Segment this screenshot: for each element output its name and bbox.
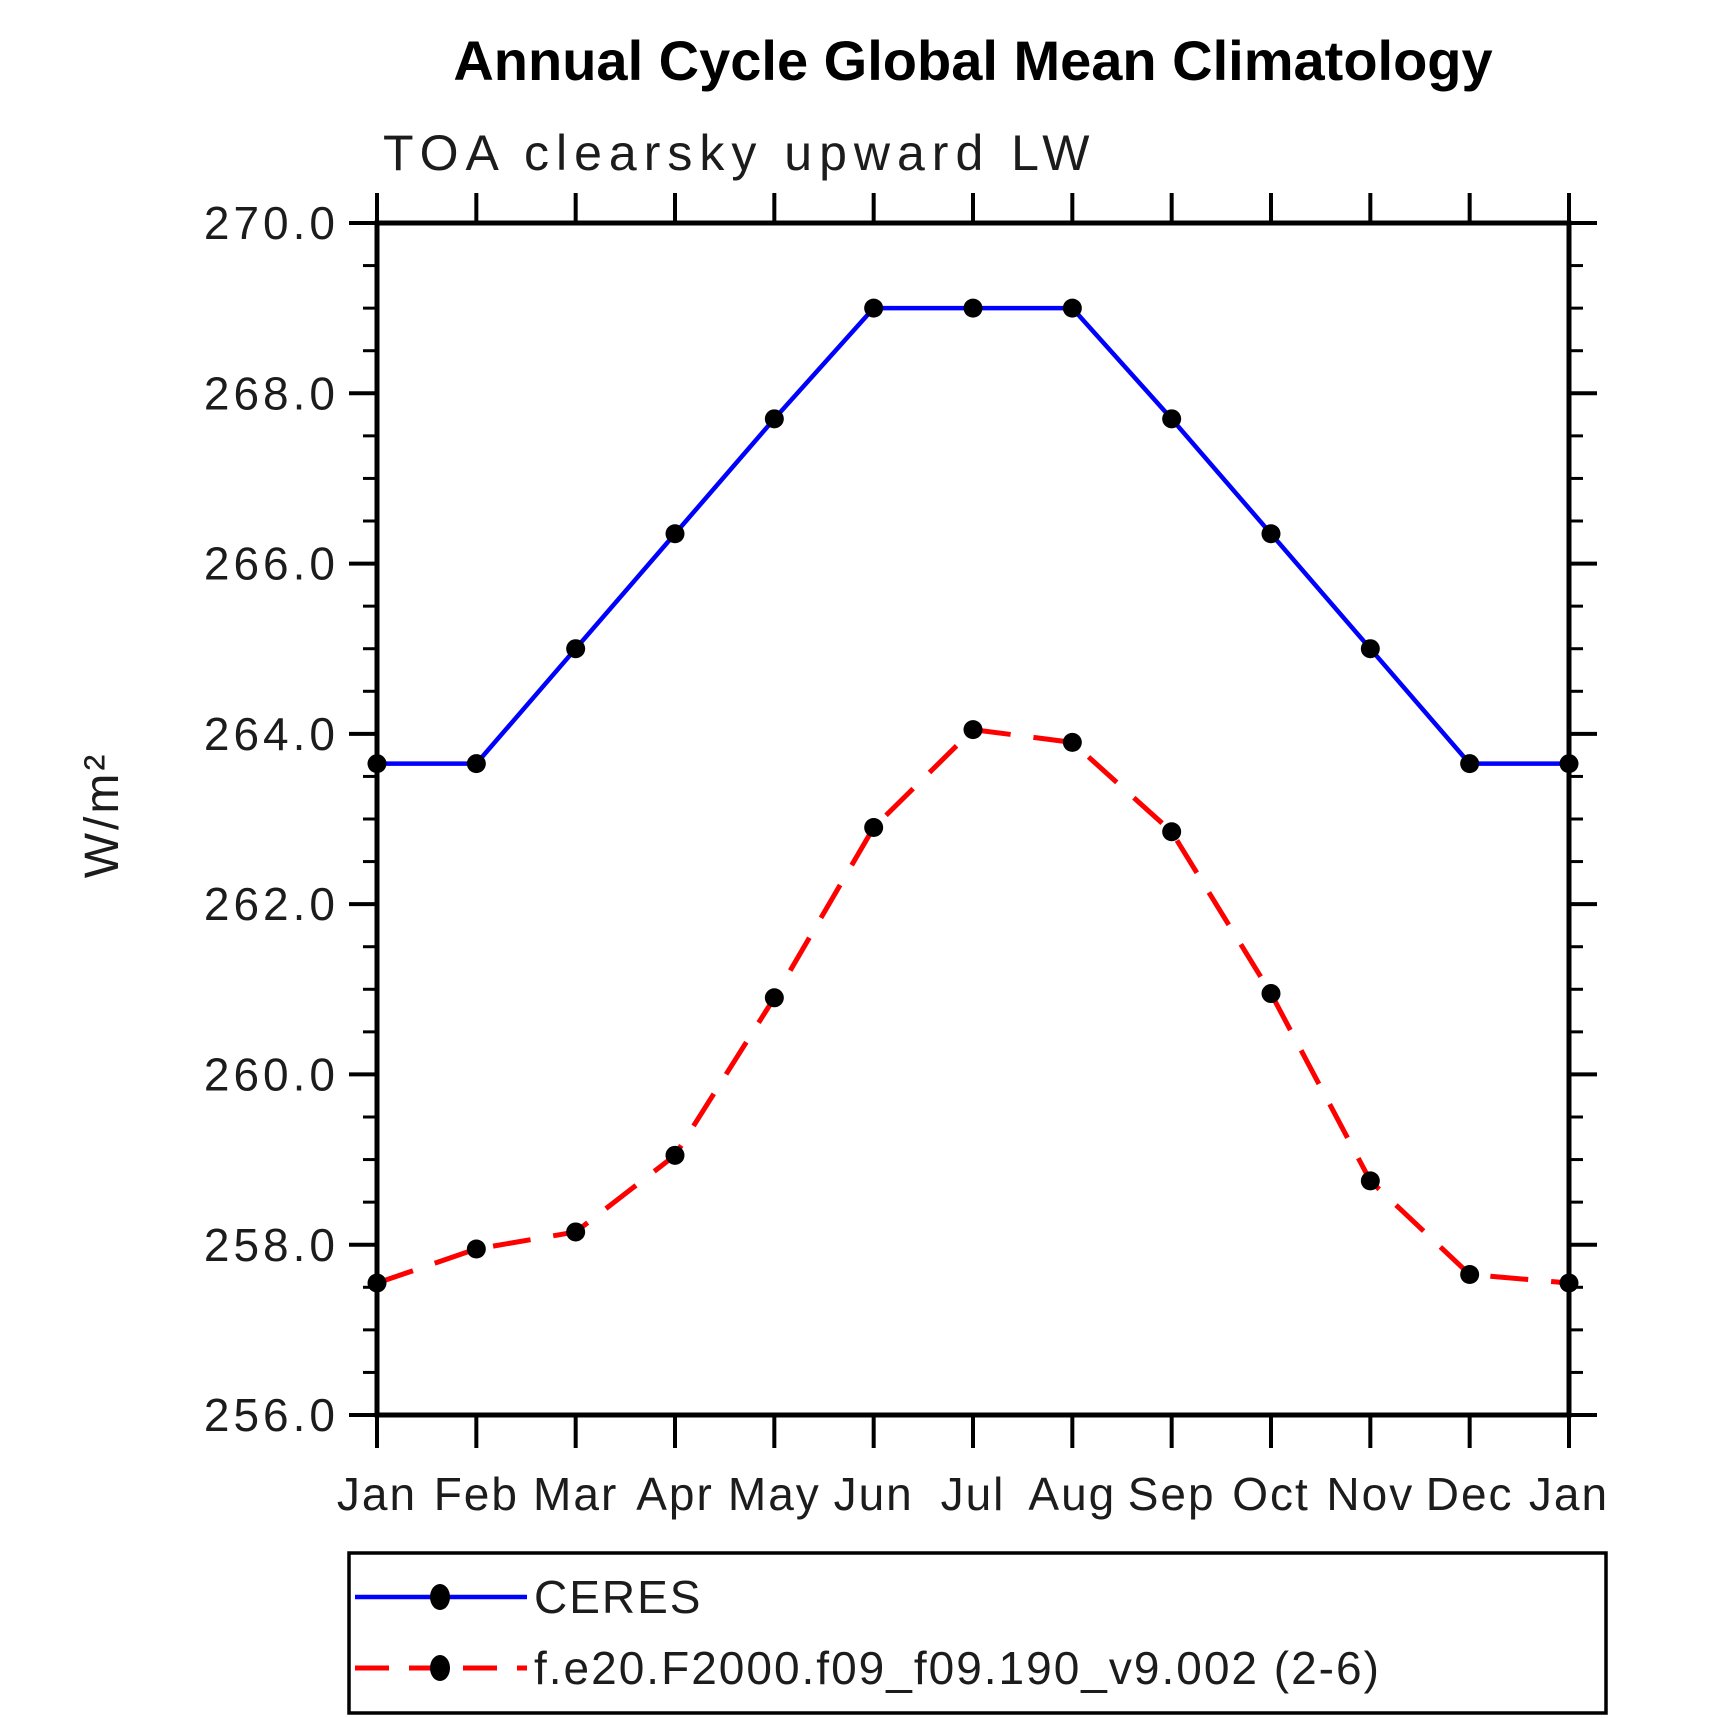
model-point-marker (764, 988, 784, 1008)
x-axis-tick-labels: Jan Feb Mar Apr May Jun Jul Aug Sep Oct Nov Dec Jan (337, 1468, 1609, 1520)
model-point-marker (466, 1239, 486, 1259)
x-tick-label: Mar (533, 1468, 618, 1520)
y-tick-label: 262.0 (204, 878, 339, 930)
legend-marker-ceres (430, 1584, 450, 1610)
ceres-point-marker (1460, 754, 1480, 774)
data-series (367, 298, 1579, 1293)
model-point-marker (1062, 732, 1082, 752)
ceres-point-marker (1559, 754, 1579, 774)
x-tick-label: Aug (1028, 1468, 1116, 1520)
y-axis-ticks (349, 221, 1597, 1417)
legend: CERES f.e20.F2000.f09_f09.190_v9.002 (2-6… (347, 1551, 1608, 1715)
y-axis-tick-labels: 256.0 258.0 260.0 262.0 264.0 266.0 268.0 270.0 (204, 197, 339, 1441)
ceres-point-marker (864, 298, 884, 318)
x-tick-label: Jun (834, 1468, 914, 1520)
y-tick-label: 260.0 (204, 1049, 339, 1101)
ceres-point-marker (367, 754, 387, 774)
x-tick-label: Feb (434, 1468, 519, 1520)
x-tick-label: Jan (337, 1468, 417, 1520)
legend-label-model: f.e20.F2000.f09_f09.190_v9.002 (2-6) (534, 1642, 1381, 1694)
legend-entries: CERES f.e20.F2000.f09_f09.190_v9.002 (2-6… (355, 1571, 1381, 1694)
x-tick-label: Apr (636, 1468, 714, 1520)
x-tick-label: Oct (1232, 1468, 1310, 1520)
x-tick-label: Jan (1529, 1468, 1609, 1520)
y-tick-label: 258.0 (204, 1219, 339, 1271)
chart-title: Annual Cycle Global Mean Climatology (453, 29, 1492, 92)
ceres-point-marker (1062, 298, 1082, 318)
x-tick-label: Sep (1128, 1468, 1216, 1520)
y-tick-label: 268.0 (204, 367, 339, 419)
x-tick-label: Nov (1326, 1468, 1414, 1520)
x-tick-label: Jul (941, 1468, 1006, 1520)
legend-box (347, 1551, 1608, 1715)
ceres-point-marker (566, 639, 586, 659)
x-tick-label: Dec (1426, 1468, 1514, 1520)
model-point-marker (1261, 984, 1281, 1004)
model-point-marker (665, 1145, 685, 1165)
ceres-line (377, 305, 1569, 766)
y-axis-title: W/m² (76, 752, 129, 879)
y-tick-label: 266.0 (204, 538, 339, 590)
model-point-marker (1559, 1273, 1579, 1293)
y-tick-label: 256.0 (204, 1389, 339, 1441)
model-point-marker (1460, 1265, 1480, 1285)
x-axis-ticks (375, 193, 1571, 1448)
model-point-marker (566, 1222, 586, 1242)
model-point-marker (367, 1273, 387, 1293)
ceres-point-marker (1360, 639, 1380, 659)
y-tick-label: 270.0 (204, 197, 339, 249)
plot-frame (374, 220, 1572, 1418)
model-line (376, 726, 1570, 1286)
ceres-point-marker (1261, 524, 1281, 544)
ceres-point-marker (466, 754, 486, 774)
ceres-point-marker (764, 409, 784, 429)
legend-marker-model (430, 1655, 450, 1681)
x-tick-label: May (728, 1468, 821, 1520)
ceres-point-marker (963, 298, 983, 318)
y-tick-label: 264.0 (204, 708, 339, 760)
model-point-marker (963, 720, 983, 740)
ceres-point-marker (665, 524, 685, 544)
ceres-point-marker (1162, 409, 1182, 429)
chart-subtitle: TOA clearsky upward LW (383, 125, 1096, 181)
legend-label-ceres: CERES (534, 1571, 702, 1623)
model-point-marker (1162, 822, 1182, 842)
model-point-marker (864, 818, 884, 838)
model-point-marker (1360, 1171, 1380, 1191)
